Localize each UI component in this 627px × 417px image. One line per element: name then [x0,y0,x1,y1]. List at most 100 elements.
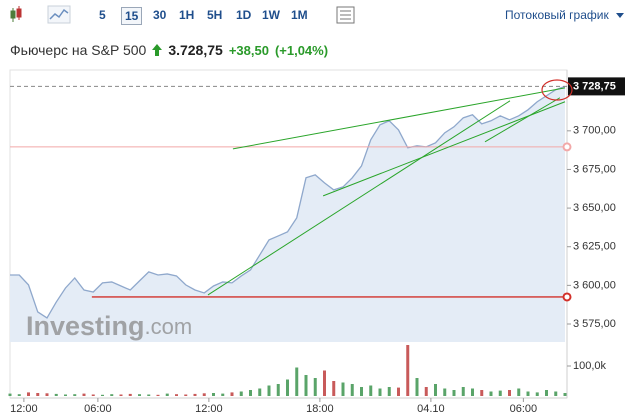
toolbar-icons [10,5,624,24]
trendline [322,101,566,197]
volume-tick-label: 100,0k [573,360,607,372]
volume-bar [138,394,141,396]
volume-bar [276,384,280,396]
volume-bar [286,379,289,396]
volume-bar [545,390,548,396]
volume-bar [54,393,58,396]
volume-bar [452,390,456,396]
volume-bar [82,393,86,396]
volume-bar [378,388,382,396]
x-tick-label: 04.10 [417,403,445,415]
y-tick-label: 3 675,00 [573,163,616,175]
volume-bar [424,387,428,396]
volume-bar [175,394,178,396]
price-line [10,85,566,319]
price-area [10,86,565,342]
price-change-percent: (+1,04%) [274,42,329,58]
x-tick-label: 12:00 [10,403,38,415]
x-tick-label: 06:00 [510,403,538,415]
volume-bar [554,391,558,396]
volume-bar [73,394,77,396]
volume-bar [91,394,95,396]
horizontal-line-handle [562,142,572,152]
volume-bar [101,394,104,396]
volume-bar [128,393,132,396]
y-tick-label: 3 625,00 [573,241,616,253]
price-change: +38,50 [228,42,269,58]
x-tick-label: 06:00 [84,403,112,415]
volume-bar [110,394,114,396]
volume-bar [434,384,437,396]
volume-bar [526,391,530,396]
volume-bar [27,392,30,396]
watermark-suffix: .com [145,314,193,339]
volume-bar [230,392,234,396]
y-tick-label: 3 600,00 [573,279,616,291]
candlestick-icon[interactable] [10,6,22,22]
y-tick-label: 3 575,00 [573,318,616,330]
volume-bar [443,388,447,396]
volume-bar [498,390,502,396]
volume-bar [165,393,169,396]
volume-bar [313,378,317,396]
trendline [207,100,511,296]
watermark: Investing.com [26,311,192,341]
up-arrow [152,44,163,56]
volume-bar [221,393,225,396]
timeframe-button[interactable]: 15 [121,7,143,25]
volume-bar [415,378,419,396]
volume-bar [119,394,123,396]
area-icon[interactable] [47,5,71,24]
volume-bar [369,385,373,396]
volume-bar [8,393,12,396]
stream-chart-button[interactable]: Потоковый график [505,8,609,22]
volume-bar [517,388,521,396]
y-tick-label: 3 650,00 [573,202,616,214]
volume-bar [193,393,197,396]
toolbar: Потоковый график 5 15 30 1H 5H 1D 1W 1M [0,0,627,30]
volume-bar [489,391,493,396]
volume-bar [304,375,308,396]
volume-bar [461,387,465,396]
x-tick-label: 12:00 [195,403,223,415]
volume-bar [332,381,336,396]
volume-bar [323,370,326,396]
timeframe-button[interactable]: 5H [207,8,223,22]
highlight-ellipse [541,79,573,101]
timeframe-button[interactable]: 1M [291,8,308,22]
volume-bar [239,391,243,396]
volume-bar [480,390,484,396]
last-price-label: 3 728,75 [573,80,616,92]
instrument-title: Фьючерс на S&P 500 [10,42,147,58]
volume-bar [563,393,567,396]
volume-bar [341,382,345,396]
volume-bar [249,390,252,396]
volume-bar [64,394,67,396]
timeframe-button[interactable]: 5 [99,8,106,22]
watermark-brand: Investing [26,311,145,341]
timeframe-button[interactable]: 30 [153,8,167,22]
volume-bar [267,385,271,396]
instrument-header: Фьючерс на S&P 500 3.728,75 +38,50 (+1,0… [10,42,328,58]
timeframe-button[interactable]: 1W [262,8,280,22]
volume-bar [360,387,363,396]
last-price-box [568,77,625,96]
volume-bar [202,393,206,396]
volume-bar [156,394,160,396]
trendline [232,87,566,150]
volume-bar [508,390,511,396]
volume-bar [258,388,262,396]
timeframe-button[interactable]: 1H [179,8,195,22]
horizontal-line-handle [562,292,572,302]
volume-bar [17,394,21,396]
timeframe-button[interactable]: 1D [236,8,252,22]
volume-bar [350,384,354,396]
settings-icon[interactable] [336,6,355,24]
trendline [484,97,561,143]
volume-bar [535,392,539,396]
volume-bar [212,393,215,396]
dropdown-arrow[interactable] [616,13,624,18]
y-tick-label: 3 700,00 [573,125,616,137]
